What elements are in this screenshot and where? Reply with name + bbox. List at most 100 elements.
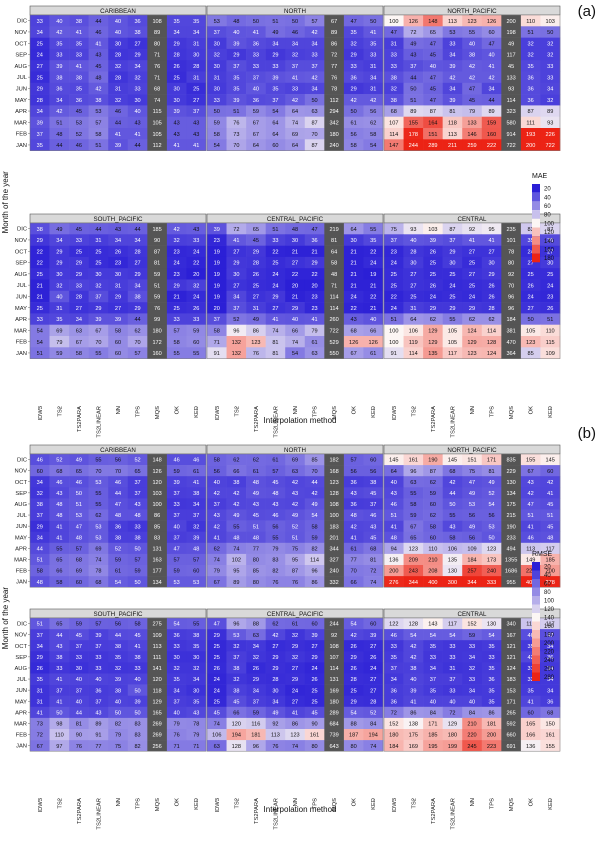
heatmap-cell [540, 60, 561, 72]
cell-value-label: 77 [95, 744, 101, 750]
cell-value-label: 25 [37, 306, 43, 312]
cell-value-label: 47 [430, 41, 436, 47]
region-title: CARIBBEAN [100, 447, 136, 454]
heatmap-cell [363, 640, 384, 652]
heatmap-cell [304, 520, 325, 532]
heatmap-cell [246, 234, 266, 246]
heatmap-cell [324, 128, 345, 140]
heatmap-cell [88, 542, 109, 555]
heatmap-cell [384, 128, 404, 140]
method-tick-label: TS2LINEAR [450, 406, 456, 438]
heatmap-cell [30, 302, 50, 314]
method-tick-label: TS2 [411, 798, 417, 809]
cell-value-label: 193 [526, 132, 535, 138]
heatmap-cell [147, 706, 168, 719]
cell-value-label: 208 [428, 569, 437, 575]
heatmap-cell [442, 706, 463, 719]
heatmap-cell [540, 313, 561, 325]
cell-value-label: 70 [508, 283, 514, 289]
heatmap-cell [520, 576, 541, 588]
cell-value-label: 123 [290, 733, 299, 739]
heatmap-cell [166, 82, 187, 95]
month-tick-label: FEB [16, 569, 27, 575]
cell-value-label: 34 [37, 480, 43, 486]
cell-value-label: 93 [547, 120, 553, 126]
cell-value-label: 69 [56, 328, 62, 334]
heatmap-cell [226, 245, 247, 258]
heatmap-cell [442, 454, 463, 466]
cell-value-label: 60 [528, 710, 534, 716]
cell-value-label: 31 [370, 87, 376, 93]
cell-value-label: 79 [56, 340, 62, 346]
heatmap-cell [186, 256, 207, 269]
heatmap-cell [166, 302, 187, 314]
cell-value-label: 55 [272, 535, 278, 541]
cell-value-label: 96 [311, 569, 317, 575]
heatmap-cell [481, 509, 502, 521]
cell-value-label: 29 [115, 295, 121, 301]
cell-value-label: 56 [370, 469, 376, 475]
heatmap-cell [49, 531, 70, 544]
cell-value-label: 167 [506, 633, 515, 639]
cell-value-label: 65 [56, 622, 62, 628]
cell-value-label: 49 [311, 502, 317, 508]
cell-value-label: 43 [351, 317, 357, 323]
heatmap-cell [186, 347, 207, 359]
heatmap-cell [423, 454, 443, 466]
heatmap-cell [384, 640, 404, 652]
legend-swatch [532, 570, 540, 579]
heatmap-cell [520, 279, 541, 292]
cell-value-label: 47 [174, 546, 180, 552]
heatmap-cell [30, 128, 50, 140]
heatmap-cell [166, 542, 187, 555]
cell-value-label: 147 [389, 143, 398, 149]
heatmap-cell [324, 60, 345, 72]
heatmap-cell [363, 576, 384, 588]
cell-value-label: 55 [174, 351, 180, 357]
cell-value-label: 133 [467, 120, 476, 126]
heatmap-cell [442, 542, 463, 555]
heatmap-cell [69, 740, 89, 752]
heatmap-cell [520, 324, 541, 337]
cell-value-label: 36 [174, 633, 180, 639]
cell-value-label: 36 [253, 98, 259, 104]
heatmap-cell [384, 290, 404, 303]
legend-swatch [532, 664, 540, 673]
month-tick-label: JUN [16, 86, 27, 92]
cell-value-label: 95 [292, 558, 298, 564]
heatmap-cell [442, 234, 463, 246]
heatmap-cell [127, 234, 148, 246]
heatmap-cell [403, 347, 424, 359]
cell-value-label: 42 [410, 655, 416, 661]
cell-value-label: 215 [506, 513, 515, 519]
cell-value-label: 87 [311, 143, 317, 149]
heatmap-cell [226, 565, 247, 577]
heatmap-cell [246, 640, 266, 652]
cell-value-label: 120 [152, 677, 161, 683]
heatmap-cell [30, 673, 50, 685]
heatmap-cell [520, 651, 541, 663]
cell-value-label: 44 [134, 143, 140, 149]
cell-value-label: 113 [526, 546, 535, 552]
legend-swatch [532, 647, 540, 656]
heatmap-cell [207, 37, 227, 50]
cell-value-label: 37 [214, 502, 220, 508]
cell-value-label: 259 [467, 143, 476, 149]
cell-value-label: 35 [430, 644, 436, 650]
cell-value-label: 25 [449, 295, 455, 301]
cell-value-label: 135 [448, 558, 457, 564]
heatmap-cell [403, 48, 424, 61]
cell-value-label: 245 [467, 744, 476, 750]
heatmap-cell [501, 82, 522, 95]
heatmap-cell [30, 476, 50, 488]
cell-value-label: 332 [329, 580, 338, 586]
cell-value-label: 26 [351, 644, 357, 650]
heatmap-cell [88, 640, 109, 652]
heatmap-cell [285, 82, 306, 95]
cell-value-label: 46 [115, 480, 121, 486]
heatmap-cell [462, 15, 483, 27]
cell-value-label: 129 [428, 328, 437, 334]
heatmap-cell [343, 531, 364, 544]
month-tick-label: DIC [17, 19, 27, 25]
heatmap-cell [30, 290, 50, 303]
